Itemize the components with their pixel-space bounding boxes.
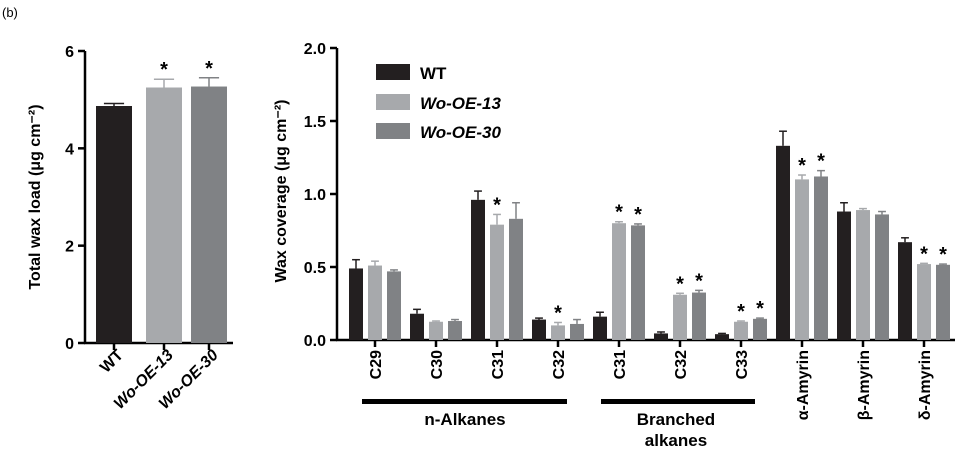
wax-coverage-c29-wo-oe-30-bar bbox=[387, 271, 401, 340]
total-wax-wo-oe-13-significance-marker: * bbox=[160, 59, 168, 81]
wax-coverage-c31-wo-oe-13-bar bbox=[490, 224, 504, 340]
wax-coverage-amyrin-wo-oe-30-bar bbox=[814, 176, 828, 340]
total-wax-y-tick-label: 0 bbox=[65, 336, 74, 353]
wax-coverage-c32-wo-oe-13-bar bbox=[673, 294, 687, 340]
wax-coverage-x-tick-label: β-Amyrin bbox=[856, 350, 873, 420]
total-wax-wo-oe-30-significance-marker: * bbox=[205, 58, 213, 80]
wax-coverage-x-tick-label: C31 bbox=[490, 350, 507, 379]
wax-coverage-c30-wo-oe-13-bar bbox=[429, 321, 443, 340]
total-wax-wo-oe-30-bar bbox=[191, 86, 227, 343]
branched-alkanes-label-line1: Branched bbox=[637, 410, 715, 429]
wax-coverage-c31-wt-bar bbox=[471, 199, 485, 340]
wax-coverage-c33-wo-oe-13-significance-marker: * bbox=[737, 301, 745, 323]
wax-coverage-amyrin-wo-oe-13-bar bbox=[856, 210, 870, 340]
category-groups: n-Alkanes Branched alkanes bbox=[362, 399, 755, 450]
wax-coverage-x-tick-label: C31 bbox=[612, 350, 629, 379]
wax-coverage-x-tick-label: C33 bbox=[734, 350, 751, 379]
legend-label-wt: WT bbox=[420, 64, 447, 83]
wax-coverage-y-tick-label: 2.0 bbox=[304, 41, 326, 58]
wax-coverage-c32-wo-oe-30-bar bbox=[570, 323, 584, 340]
legend: WT Wo-OE-13 Wo-OE-30 bbox=[376, 64, 501, 142]
total-wax-x-tick-label: WT bbox=[97, 347, 127, 377]
legend-label-wo-oe-13: Wo-OE-13 bbox=[420, 94, 501, 113]
wax-coverage-amyrin-wt-bar bbox=[837, 211, 851, 340]
wax-coverage-c32-wo-oe-13-significance-marker: * bbox=[676, 273, 684, 295]
wax-coverage-c31-wo-oe-13-significance-marker: * bbox=[615, 202, 623, 224]
wax-coverage-c31-wo-oe-30-bar bbox=[509, 218, 523, 340]
wax-coverage-c32-wo-oe-13-significance-marker: * bbox=[554, 302, 562, 324]
legend-swatch-wo-oe-13 bbox=[376, 94, 410, 110]
wax-coverage-amyrin-wo-oe-13-significance-marker: * bbox=[798, 155, 806, 177]
wax-coverage-amyrin-wo-oe-13-bar bbox=[917, 264, 931, 340]
legend-swatch-wo-oe-30 bbox=[376, 123, 410, 139]
wax-coverage-c30-wo-oe-30-bar bbox=[448, 321, 462, 340]
wax-coverage-x-tick-label: α-Amyrin bbox=[795, 350, 812, 420]
wax-coverage-c30-wt-bar bbox=[410, 313, 424, 340]
wax-coverage-c31-wo-oe-13-bar bbox=[612, 223, 626, 340]
wax-coverage-amyrin-wo-oe-30-bar bbox=[936, 264, 950, 340]
wax-coverage-amyrin-wt-bar bbox=[898, 242, 912, 340]
wax-coverage-c33-wt-bar bbox=[715, 334, 729, 340]
wax-coverage-x-tick-label: δ-Amyrin bbox=[917, 350, 934, 420]
wax-coverage-c33-wo-oe-30-bar bbox=[753, 318, 767, 340]
wax-coverage-c31-wt-bar bbox=[593, 316, 607, 340]
wax-coverage-amyrin-wo-oe-30-significance-marker: * bbox=[817, 151, 825, 173]
wax-coverage-c31-wo-oe-30-bar bbox=[631, 225, 645, 340]
wax-coverage-c32-wo-oe-13-bar bbox=[551, 325, 565, 340]
total-wax-y-tick-label: 6 bbox=[65, 44, 74, 61]
panel-label: (b) bbox=[2, 5, 18, 20]
wax-coverage-c31-wo-oe-13-significance-marker: * bbox=[493, 194, 501, 216]
wax-coverage-c33-wo-oe-13-bar bbox=[734, 321, 748, 340]
wax-coverage-c32-wt-bar bbox=[654, 333, 668, 340]
wax-coverage-c32-wt-bar bbox=[532, 319, 546, 340]
total-wax-wo-oe-13-bar bbox=[146, 87, 182, 343]
legend-label-wo-oe-30: Wo-OE-30 bbox=[420, 123, 501, 142]
branched-alkanes-bracket bbox=[601, 399, 755, 404]
wax-coverage-amyrin-wt-bar bbox=[776, 145, 790, 340]
wax-coverage-amyrin-wo-oe-30-bar bbox=[875, 214, 889, 340]
total-wax-ylabel: Total wax load (μg cm⁻²) bbox=[27, 104, 44, 289]
wax-coverage-x-tick-label: C30 bbox=[429, 350, 446, 379]
wax-coverage-c33-wo-oe-30-significance-marker: * bbox=[756, 298, 764, 320]
legend-swatch-wt bbox=[376, 64, 410, 80]
wax-coverage-y-tick-label: 1.0 bbox=[304, 187, 326, 204]
wax-coverage-c29-wt-bar bbox=[349, 268, 363, 340]
branched-alkanes-label-line2: alkanes bbox=[645, 431, 707, 450]
wax-coverage-x-tick-label: C32 bbox=[673, 350, 690, 379]
wax-coverage-amyrin-wo-oe-13-bar bbox=[795, 179, 809, 340]
wax-coverage-c32-wo-oe-30-bar bbox=[692, 292, 706, 340]
wax-coverage-c31-wo-oe-30-significance-marker: * bbox=[634, 204, 642, 226]
wax-coverage-x-tick-label: C32 bbox=[551, 350, 568, 379]
wax-coverage-chart: 0.0 0.5 1.0 1.5 2.0 C29 C30 * C31 * C32 * * C31 * * C32 *… bbox=[304, 41, 955, 420]
wax-coverage-y-tick-label: 1.5 bbox=[304, 114, 326, 131]
wax-coverage-c29-wo-oe-13-bar bbox=[368, 265, 382, 340]
wax-coverage-y-tick-label: 0.5 bbox=[304, 260, 326, 277]
wax-coverage-amyrin-wo-oe-13-significance-marker: * bbox=[920, 243, 928, 265]
n-alkanes-label: n-Alkanes bbox=[424, 410, 505, 429]
total-wax-y-tick-label: 4 bbox=[65, 141, 74, 158]
wax-coverage-y-tick-label: 0.0 bbox=[304, 333, 326, 350]
wax-coverage-amyrin-wo-oe-30-significance-marker: * bbox=[939, 244, 947, 266]
wax-coverage-x-tick-label: C29 bbox=[368, 350, 385, 379]
total-wax-wt-bar bbox=[96, 105, 132, 343]
wax-coverage-c32-wo-oe-30-significance-marker: * bbox=[695, 270, 703, 292]
n-alkanes-bracket bbox=[362, 399, 567, 404]
wax-coverage-ylabel: Wax coverage (μg cm⁻²) bbox=[273, 99, 290, 282]
total-wax-y-tick-label: 2 bbox=[65, 239, 74, 256]
